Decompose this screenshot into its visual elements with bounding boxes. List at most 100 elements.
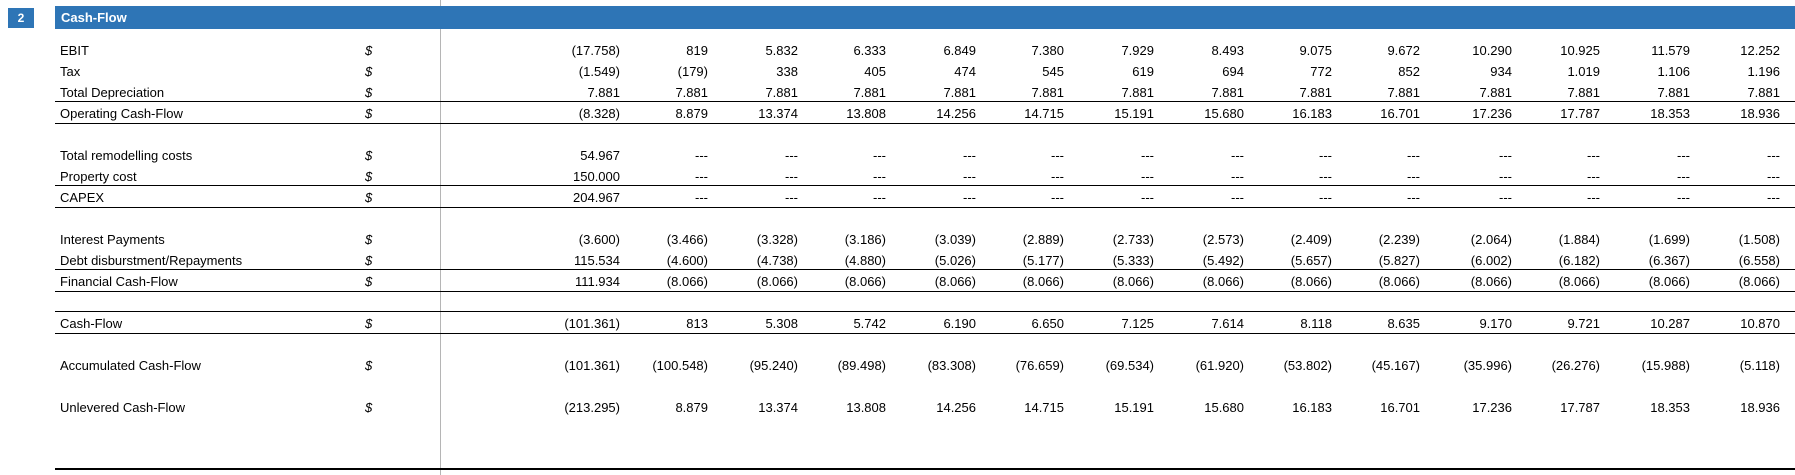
value-cell[interactable]: (5.492): [1202, 253, 1244, 268]
value-cell[interactable]: 17.787: [1560, 400, 1600, 415]
value-cell[interactable]: ---: [1141, 148, 1154, 163]
value-cell[interactable]: 16.183: [1292, 106, 1332, 121]
value-cell[interactable]: ---: [873, 190, 886, 205]
value-cell[interactable]: ---: [1587, 190, 1600, 205]
value-cell[interactable]: (5.827): [1378, 253, 1420, 268]
value-cell[interactable]: ---: [1767, 169, 1780, 184]
value-cell[interactable]: ---: [695, 169, 708, 184]
value-cell[interactable]: 6.849: [943, 43, 976, 58]
value-cell[interactable]: 7.881: [1211, 85, 1244, 100]
value-cell[interactable]: ---: [1141, 190, 1154, 205]
value-cell[interactable]: ---: [1407, 190, 1420, 205]
value-cell[interactable]: ---: [695, 190, 708, 205]
value-cell[interactable]: (8.066): [1202, 274, 1244, 289]
value-cell[interactable]: (4.600): [666, 253, 708, 268]
value-cell[interactable]: 772: [1310, 64, 1332, 79]
value-cell[interactable]: ---: [1677, 169, 1690, 184]
value-cell[interactable]: 115.534: [573, 253, 620, 268]
value-cell[interactable]: 7.881: [1031, 85, 1064, 100]
value-cell[interactable]: (2.733): [1112, 232, 1154, 247]
value-cell[interactable]: (1.508): [1738, 232, 1780, 247]
value-cell[interactable]: 15.680: [1204, 400, 1244, 415]
value-cell[interactable]: 18.353: [1650, 400, 1690, 415]
value-cell[interactable]: 8.118: [1300, 316, 1332, 331]
value-cell[interactable]: 16.701: [1380, 106, 1420, 121]
value-cell[interactable]: 10.870: [1740, 316, 1780, 331]
value-cell[interactable]: 13.374: [758, 106, 798, 121]
value-cell[interactable]: 1.106: [1657, 64, 1690, 79]
value-cell[interactable]: 545: [1042, 64, 1064, 79]
value-cell[interactable]: 5.742: [853, 316, 886, 331]
value-cell[interactable]: ---: [1051, 169, 1064, 184]
value-cell[interactable]: (8.066): [1648, 274, 1690, 289]
value-cell[interactable]: 15.191: [1114, 106, 1154, 121]
value-cell[interactable]: (3.186): [844, 232, 886, 247]
value-cell[interactable]: 15.680: [1204, 106, 1244, 121]
value-cell[interactable]: (8.066): [1558, 274, 1600, 289]
value-cell[interactable]: (6.182): [1558, 253, 1600, 268]
value-cell[interactable]: ---: [1231, 169, 1244, 184]
value-cell[interactable]: 9.170: [1479, 316, 1512, 331]
value-cell[interactable]: ---: [1141, 169, 1154, 184]
value-cell[interactable]: ---: [1319, 190, 1332, 205]
value-cell[interactable]: 7.881: [943, 85, 976, 100]
value-cell[interactable]: ---: [1407, 148, 1420, 163]
value-cell[interactable]: (1.884): [1558, 232, 1600, 247]
value-cell[interactable]: 7.380: [1031, 43, 1064, 58]
value-cell[interactable]: (8.066): [1022, 274, 1064, 289]
value-cell[interactable]: ---: [1499, 190, 1512, 205]
value-cell[interactable]: (4.880): [844, 253, 886, 268]
value-cell[interactable]: (95.240): [749, 358, 798, 373]
value-cell[interactable]: 619: [1132, 64, 1154, 79]
value-cell[interactable]: 14.256: [936, 106, 976, 121]
value-cell[interactable]: 1.019: [1567, 64, 1600, 79]
value-cell[interactable]: 17.787: [1560, 106, 1600, 121]
value-cell[interactable]: (53.802): [1283, 358, 1332, 373]
value-cell[interactable]: 10.287: [1650, 316, 1690, 331]
value-cell[interactable]: 14.715: [1024, 106, 1064, 121]
value-cell[interactable]: (101.361): [564, 358, 620, 373]
value-cell[interactable]: 474: [954, 64, 976, 79]
value-cell[interactable]: ---: [873, 169, 886, 184]
value-cell[interactable]: ---: [1499, 169, 1512, 184]
value-cell[interactable]: (5.333): [1112, 253, 1154, 268]
value-cell[interactable]: ---: [963, 190, 976, 205]
value-cell[interactable]: (6.367): [1648, 253, 1690, 268]
value-cell[interactable]: (101.361): [564, 316, 620, 331]
value-cell[interactable]: ---: [1587, 148, 1600, 163]
value-cell[interactable]: 18.936: [1740, 106, 1780, 121]
value-cell[interactable]: ---: [1587, 169, 1600, 184]
value-cell[interactable]: (8.066): [1738, 274, 1780, 289]
value-cell[interactable]: ---: [1407, 169, 1420, 184]
value-cell[interactable]: (3.600): [578, 232, 620, 247]
value-cell[interactable]: 5.308: [765, 316, 798, 331]
value-cell[interactable]: 204.967: [573, 190, 620, 205]
value-cell[interactable]: 150.000: [573, 169, 620, 184]
value-cell[interactable]: 8.879: [675, 400, 708, 415]
value-cell[interactable]: (5.657): [1290, 253, 1332, 268]
value-cell[interactable]: (8.066): [1290, 274, 1332, 289]
value-cell[interactable]: ---: [1767, 190, 1780, 205]
value-cell[interactable]: ---: [1319, 148, 1332, 163]
value-cell[interactable]: 18.353: [1650, 106, 1690, 121]
value-cell[interactable]: 1.196: [1747, 64, 1780, 79]
value-cell[interactable]: (213.295): [564, 400, 620, 415]
value-cell[interactable]: (8.066): [1112, 274, 1154, 289]
value-cell[interactable]: (5.177): [1022, 253, 1064, 268]
value-cell[interactable]: (5.118): [1739, 358, 1780, 373]
value-cell[interactable]: ---: [1677, 190, 1690, 205]
value-cell[interactable]: ---: [785, 148, 798, 163]
value-cell[interactable]: 7.881: [853, 85, 886, 100]
value-cell[interactable]: (5.026): [934, 253, 976, 268]
value-cell[interactable]: (1.699): [1648, 232, 1690, 247]
value-cell[interactable]: 12.252: [1740, 43, 1780, 58]
value-cell[interactable]: 9.721: [1567, 316, 1600, 331]
value-cell[interactable]: 852: [1398, 64, 1420, 79]
value-cell[interactable]: 7.881: [675, 85, 708, 100]
value-cell[interactable]: 7.125: [1121, 316, 1154, 331]
value-cell[interactable]: 7.881: [1567, 85, 1600, 100]
value-cell[interactable]: ---: [1677, 148, 1690, 163]
value-cell[interactable]: (2.064): [1470, 232, 1512, 247]
value-cell[interactable]: (1.549): [578, 64, 620, 79]
value-cell[interactable]: 7.881: [1299, 85, 1332, 100]
